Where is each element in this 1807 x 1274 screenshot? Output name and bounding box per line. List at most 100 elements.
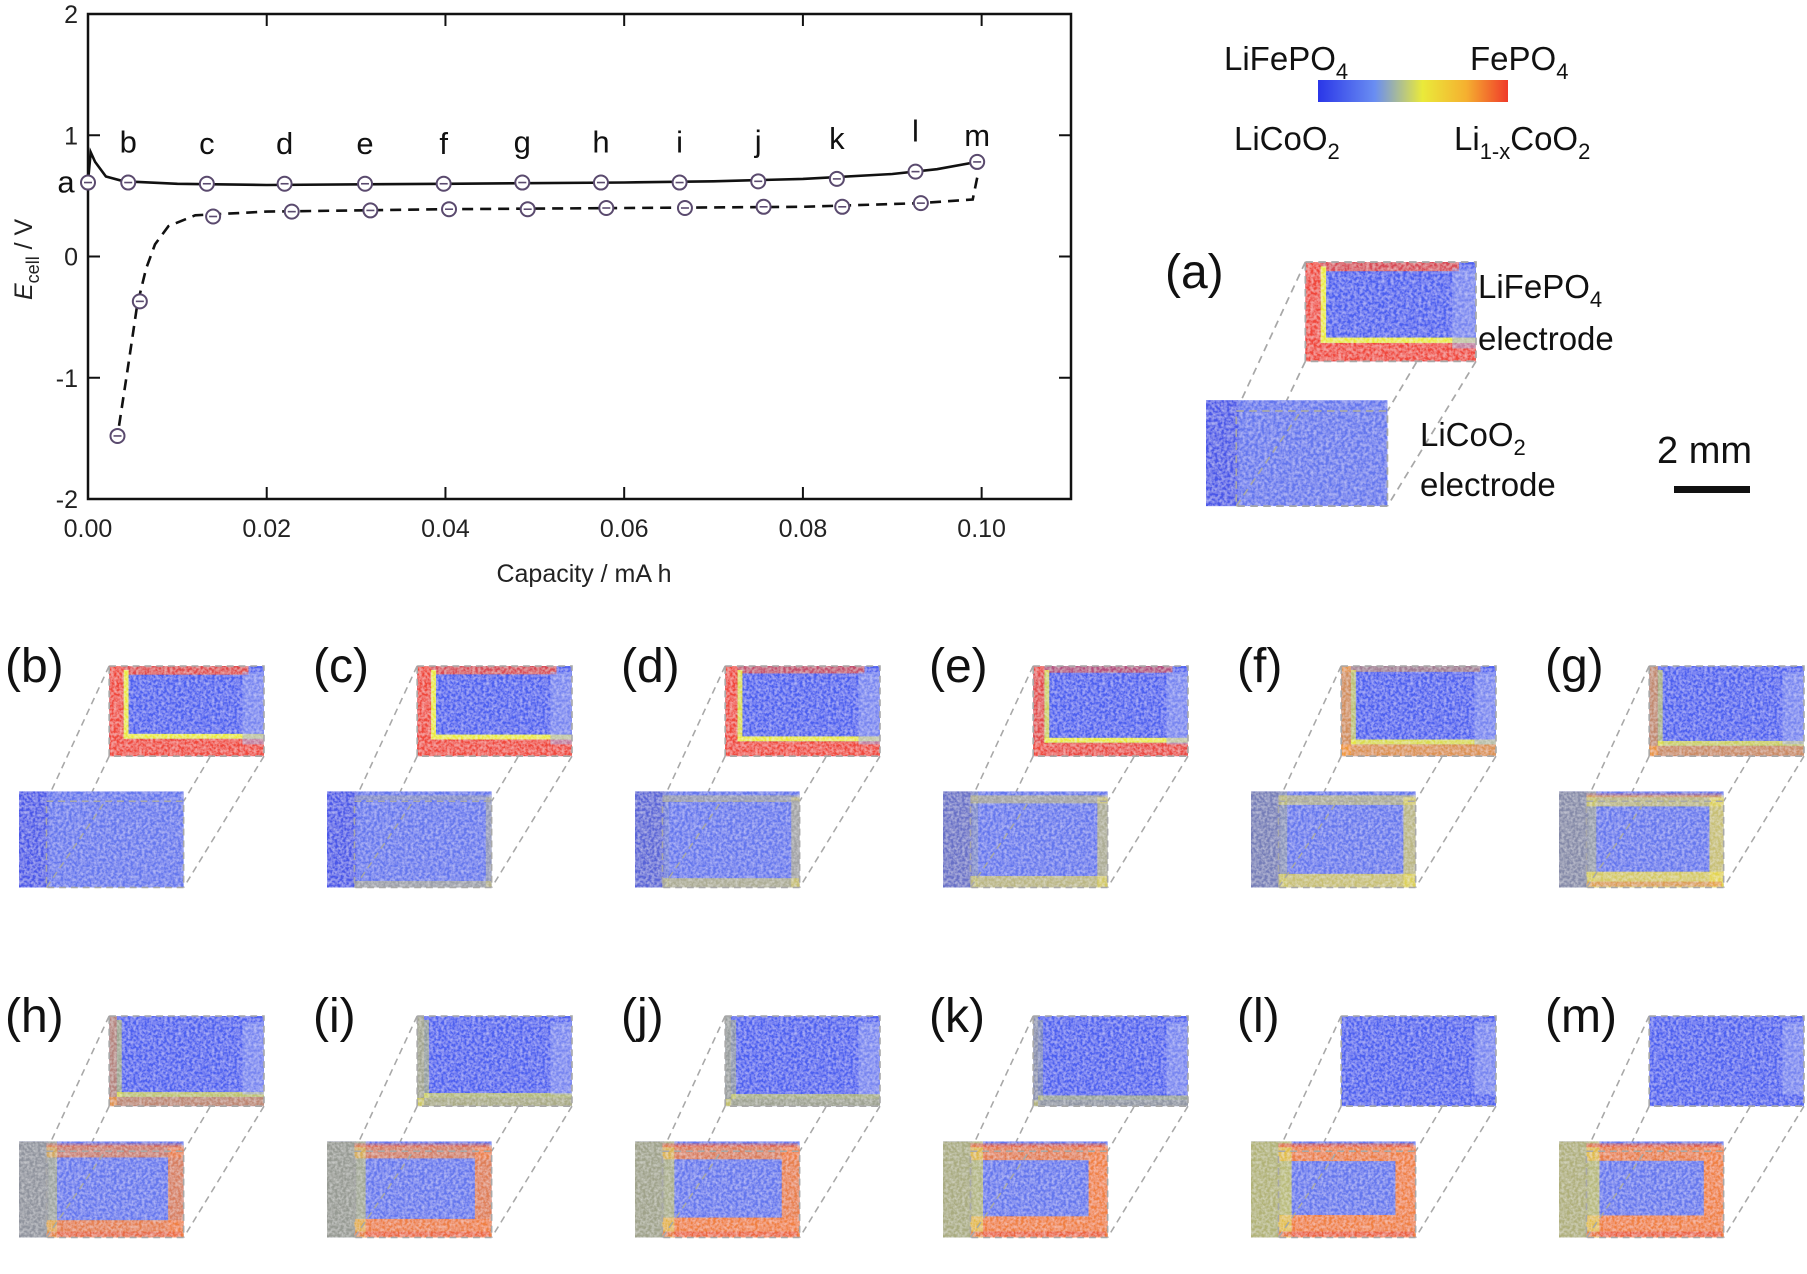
licoo2-left-rim: [327, 1141, 366, 1238]
data-point-charge: [750, 173, 767, 190]
panel-label: (h): [5, 990, 64, 1043]
data-point-discharge: [676, 200, 693, 216]
projection-line: [1235, 261, 1307, 412]
electrode-pair: [1559, 665, 1805, 889]
licoo2-red-edge: [1586, 793, 1722, 798]
x-tick-label: 0.00: [64, 515, 113, 543]
licoo2-diagonal: [1235, 410, 1302, 507]
lifepo4-outline: [1032, 665, 1189, 757]
lifepo4-bottom-rim: [1649, 745, 1804, 757]
lifepo4-yellow-band-left: [431, 669, 436, 740]
lifepo4-electrode-map: [1033, 666, 1188, 757]
electrode-pair: [943, 1015, 1189, 1239]
projection-line: [1585, 1015, 1650, 1152]
licoo2-outline: [1277, 1150, 1417, 1239]
data-point-charge: [969, 153, 986, 170]
colorbar-label-licoo2: LiCoO2: [1234, 120, 1340, 164]
licoo2-diagonal: [45, 800, 106, 888]
lifepo4-streaks: [550, 671, 572, 745]
licoo2-tab: [19, 791, 49, 888]
electrode-pair: [327, 665, 573, 889]
lifepo4-streaks: [1782, 1021, 1804, 1095]
lifepo4-left-rim: [109, 666, 124, 757]
lifepo4-electrode-map: [725, 666, 880, 757]
panel-k: (k): [929, 990, 1189, 1239]
lifepo4-yellow-band: [123, 733, 264, 739]
licoo2-top-rim: [46, 1145, 184, 1158]
licoo2-left-rim: [943, 791, 979, 888]
electrode-pair: [635, 665, 881, 889]
projection-line: [1106, 755, 1189, 888]
projection-line: [1277, 665, 1342, 802]
panel-label: (i): [313, 990, 356, 1043]
licoo2-top-rim: [354, 1145, 492, 1159]
lifepo4-left-rim: [109, 1016, 117, 1107]
data-point-discharge: [834, 198, 851, 215]
projection-line: [45, 1015, 110, 1152]
lifepo4-bottom-rim: [1341, 744, 1496, 757]
licoo2-right-rim: [781, 1147, 800, 1238]
x-tick-label: 0.08: [779, 515, 828, 543]
licoo2-top-rim: [1586, 795, 1724, 807]
panel-c: (c): [313, 640, 573, 889]
licoo2-left-rim: [19, 1141, 58, 1238]
licoo2-diagonal: [1585, 800, 1646, 888]
licoo2-red-edge-bottom: [970, 1231, 1106, 1237]
y-axis-title-sub: cell: [23, 256, 43, 283]
lifepo4-yellow-band-left: [1044, 669, 1050, 743]
panel-a-electrode-pair: [1206, 261, 1477, 507]
licoo2-right-rim: [1395, 1147, 1416, 1238]
licoo2-red-edge: [970, 1143, 1106, 1148]
projection-line: [969, 1015, 1034, 1152]
licoo2-diagonal: [1277, 1150, 1338, 1238]
licoo2-bottom-rim: [662, 878, 800, 888]
projection-line: [353, 665, 418, 802]
licoo2-outline: [969, 1150, 1109, 1239]
panel-m: (m): [1545, 990, 1805, 1239]
point-label: c: [199, 126, 215, 161]
licoo2-top-rim: [1278, 1145, 1416, 1162]
projection-line: [661, 665, 726, 802]
lifepo4-left-rim: [417, 666, 432, 757]
licoo2-top-rim: [354, 795, 492, 800]
y-axis: -2 -1 0 1 2: [56, 1, 1071, 514]
lifepo4-streaks: [242, 1021, 264, 1095]
svg-text:Ecell / V: Ecell / V: [10, 218, 43, 300]
panel-g: (g): [1545, 640, 1805, 889]
lifepo4-yellow-band-left: [1657, 669, 1663, 746]
panel-label: (d): [621, 640, 680, 693]
licoo2-left-rim: [635, 791, 670, 888]
licoo2-bottom-rim: [970, 876, 1108, 888]
lifepo4-bottom-rim: [1033, 742, 1188, 757]
lifepo4-bottom-rim: [725, 741, 880, 757]
licoo2-outline: [1235, 410, 1389, 507]
lifepo4-yellow-band-left: [737, 669, 743, 742]
licoo2-electrode-map: [943, 1141, 1108, 1238]
lifepo4-base: [1033, 1016, 1188, 1107]
electrode-pair: [1251, 1015, 1497, 1239]
lifepo4-yellow-band-left: [731, 1019, 737, 1099]
licoo2-left-rim: [1559, 791, 1597, 888]
x-axis: 0.00 0.02 0.04 0.06 0.08 0.10: [64, 14, 1006, 543]
panel-e: (e): [929, 640, 1189, 889]
panel-label: (e): [929, 640, 988, 693]
licoo2-red-edge: [1278, 1143, 1414, 1148]
electrode-pair: [19, 665, 265, 889]
y-axis-title-unit: / V: [10, 218, 38, 256]
licoo2-left-rim: [635, 1141, 675, 1238]
lifepo4-left-rim: [1341, 666, 1351, 757]
x-tick-label: 0.02: [242, 515, 291, 543]
licoo2-red-edge: [354, 1143, 490, 1148]
point-labels: a b c d e f g h i j k l m: [57, 114, 990, 200]
licoo2-red-edge-bottom: [662, 1231, 798, 1237]
lifepo4-yellow-band-left: [424, 1019, 429, 1098]
licoo2-red-edge-bottom: [46, 1231, 182, 1237]
lifepo4-top-rim: [1341, 666, 1481, 672]
lifepo4-electrode-map: [417, 1016, 572, 1107]
projection-line: [798, 1105, 881, 1238]
y-tick-label: 2: [64, 1, 78, 29]
licoo2-outline: [1585, 800, 1725, 889]
data-point-charge: [592, 174, 609, 191]
projection-line: [490, 1105, 573, 1238]
projection-line: [1722, 1105, 1805, 1238]
